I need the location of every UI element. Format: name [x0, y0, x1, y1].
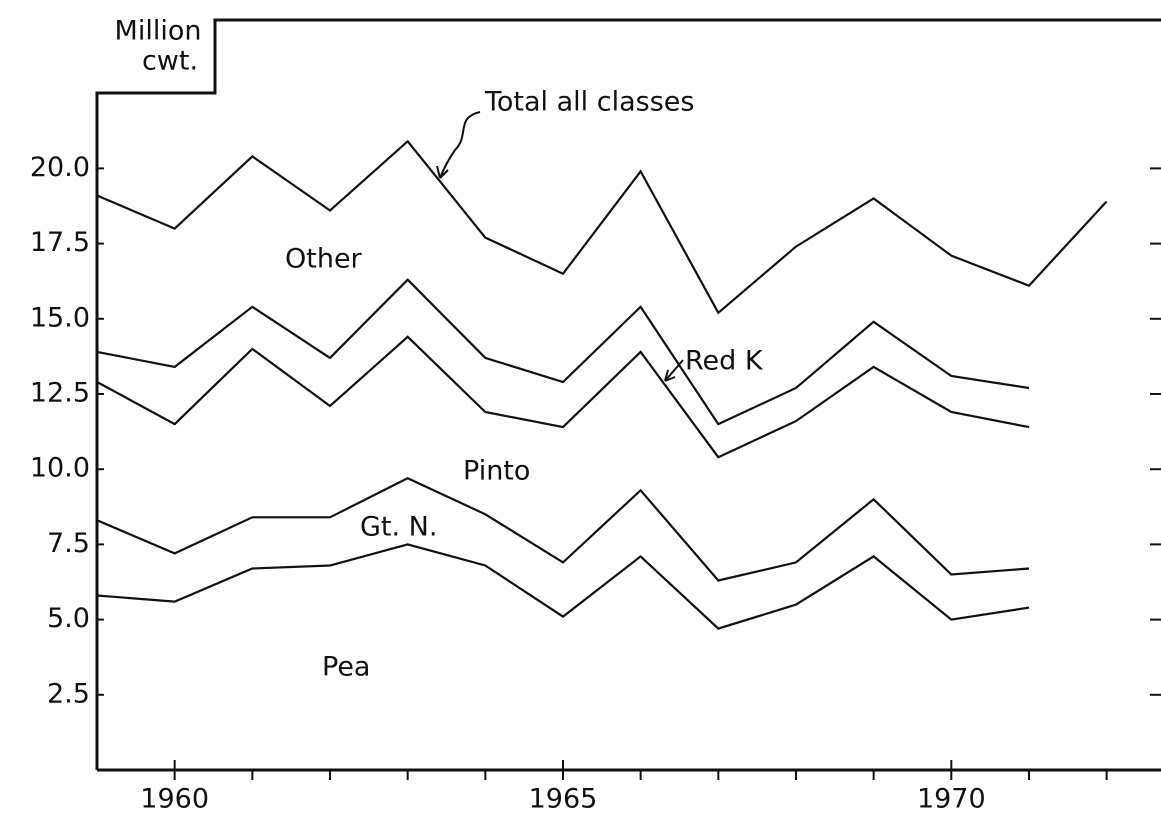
y-tick-label: 20.0 — [30, 152, 90, 183]
region-label: Pinto — [463, 456, 530, 487]
y-tick-label: 15.0 — [30, 302, 90, 333]
y-tick-label: 17.5 — [30, 227, 90, 258]
region-label: Gt. N. — [360, 512, 437, 543]
region-label: Other — [285, 244, 363, 275]
x-tick-label: 1960 — [140, 784, 209, 815]
x-tick-label: 1970 — [917, 784, 986, 815]
region-label: Pea — [322, 652, 370, 683]
x-tick-label: 1965 — [529, 784, 598, 815]
annotation-arrow — [439, 111, 481, 179]
y-tick-label: 12.5 — [30, 378, 90, 409]
series-line — [96, 543, 1030, 630]
annotation: Total all classes — [484, 87, 694, 118]
y-tick-label: 7.5 — [47, 528, 90, 559]
series-line — [96, 335, 1030, 459]
y-axis-label: Million — [115, 16, 202, 47]
total-line — [96, 139, 1108, 315]
y-tick-label: 10.0 — [30, 453, 90, 484]
y-axis-label: cwt. — [142, 46, 198, 77]
y-tick-label: 2.5 — [47, 678, 90, 709]
series-line — [96, 476, 1030, 582]
annotation: Red K — [685, 346, 764, 377]
arrow-head — [436, 165, 449, 179]
annotation-arrow — [664, 359, 684, 382]
series-line — [96, 278, 1030, 426]
y-tick-label: 5.0 — [47, 603, 90, 634]
